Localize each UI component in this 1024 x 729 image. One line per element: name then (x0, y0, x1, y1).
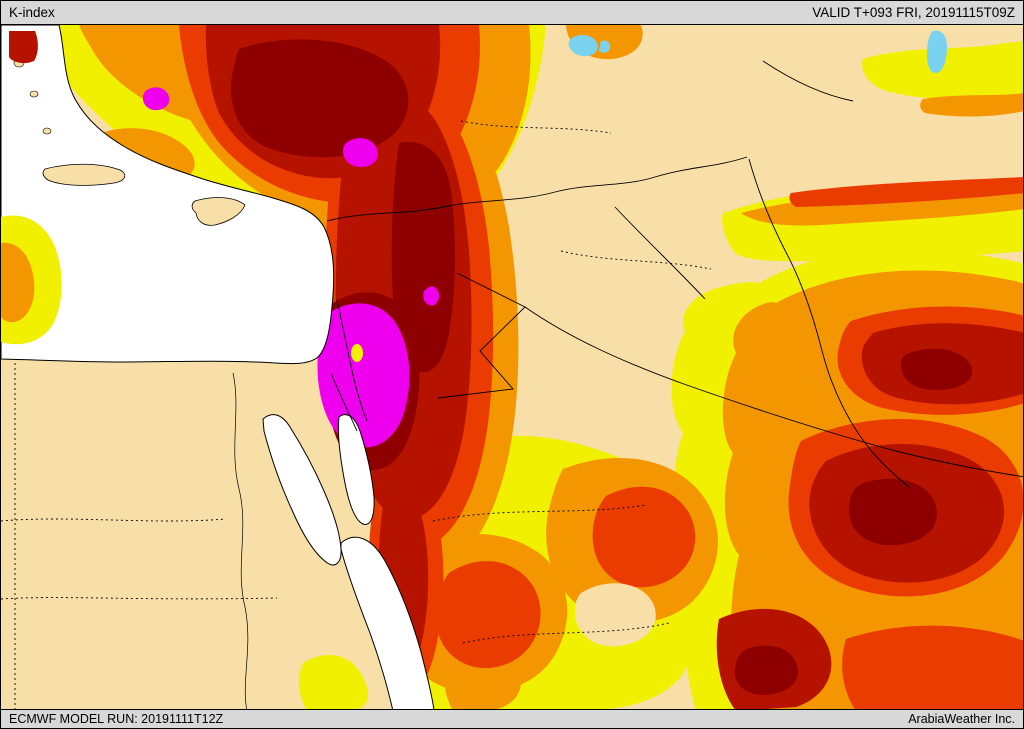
contour-red-east-3 (842, 625, 1023, 711)
lake-urmia (927, 30, 947, 74)
gulf-of-aqaba (337, 414, 375, 525)
border-egypt-sudan (1, 597, 278, 600)
contour-magenta-west (142, 87, 170, 111)
contour-maroon-anatolia (230, 39, 409, 158)
contour-red-ne-streak (789, 177, 1023, 207)
lake-anatolia-2 (599, 40, 611, 53)
border-jordan-saudi-zigzag (437, 272, 526, 399)
country-borders-solid (232, 60, 1023, 711)
mediterranean-sea (1, 25, 335, 365)
border-israel-jordan (336, 298, 368, 422)
credit-label: ArabiaWeather Inc. (908, 712, 1015, 726)
aegean-island-3 (42, 127, 52, 135)
country-borders-dotted (1, 120, 712, 711)
border-saudi-interior-2 (462, 622, 670, 644)
model-run-label: ECMWF MODEL RUN: 20191111T12Z (9, 712, 224, 726)
contour-maroon-east-3 (734, 645, 799, 696)
border-syria-iraq (614, 206, 706, 300)
border-syria-desert (560, 250, 712, 270)
contour-yellow-egypt-se (298, 654, 368, 711)
border-egypt-interior (1, 518, 227, 522)
aegean-island-2 (29, 90, 39, 98)
border-iraq-saudi (524, 306, 1023, 478)
contour-low-spot-south (575, 583, 656, 647)
border-caucasus (762, 60, 854, 102)
header-bar: K-index VALID T+093 FRI, 20191115T09Z (1, 1, 1023, 25)
contour-orange-ne-corner (920, 93, 1023, 117)
contour-red-south-2 (592, 486, 696, 588)
border-saudi-interior-1 (432, 504, 647, 522)
contour-hole-in-magenta (351, 344, 363, 362)
crete-island (42, 163, 126, 186)
red-sea (340, 536, 435, 711)
contour-level-magenta (142, 87, 439, 448)
footer-bar: ECMWF MODEL RUN: 20191111T12Z ArabiaWeat… (1, 709, 1023, 728)
cyprus-island (191, 197, 246, 226)
contour-orange-marine-left (1, 242, 35, 323)
contour-magenta-levant (317, 303, 410, 448)
contour-magenta-anatolia (343, 138, 379, 167)
nile-river (232, 372, 249, 711)
border-iran-iraq (748, 158, 910, 488)
border-egypt-israel (330, 372, 358, 432)
contour-darkred-aegean-patch (9, 31, 38, 64)
page-title: K-index (9, 5, 55, 20)
lakes (568, 30, 947, 74)
contour-yellow-ne-corner (862, 41, 1023, 100)
seas (1, 25, 435, 711)
contour-magenta-dot (423, 286, 439, 306)
border-turkey-syria (326, 156, 748, 222)
kindex-map (1, 25, 1023, 711)
contour-maroon-east-1 (901, 348, 973, 390)
contour-maroon-levant-north (391, 141, 455, 373)
marine-overlays (1, 31, 246, 345)
contour-maroon-east-2 (849, 478, 937, 546)
lake-anatolia-1 (568, 35, 598, 57)
border-anatolia-interior (460, 120, 612, 134)
valid-time-label: VALID T+093 FRI, 20191115T09Z (812, 5, 1015, 20)
contour-red-south-1 (435, 561, 541, 669)
